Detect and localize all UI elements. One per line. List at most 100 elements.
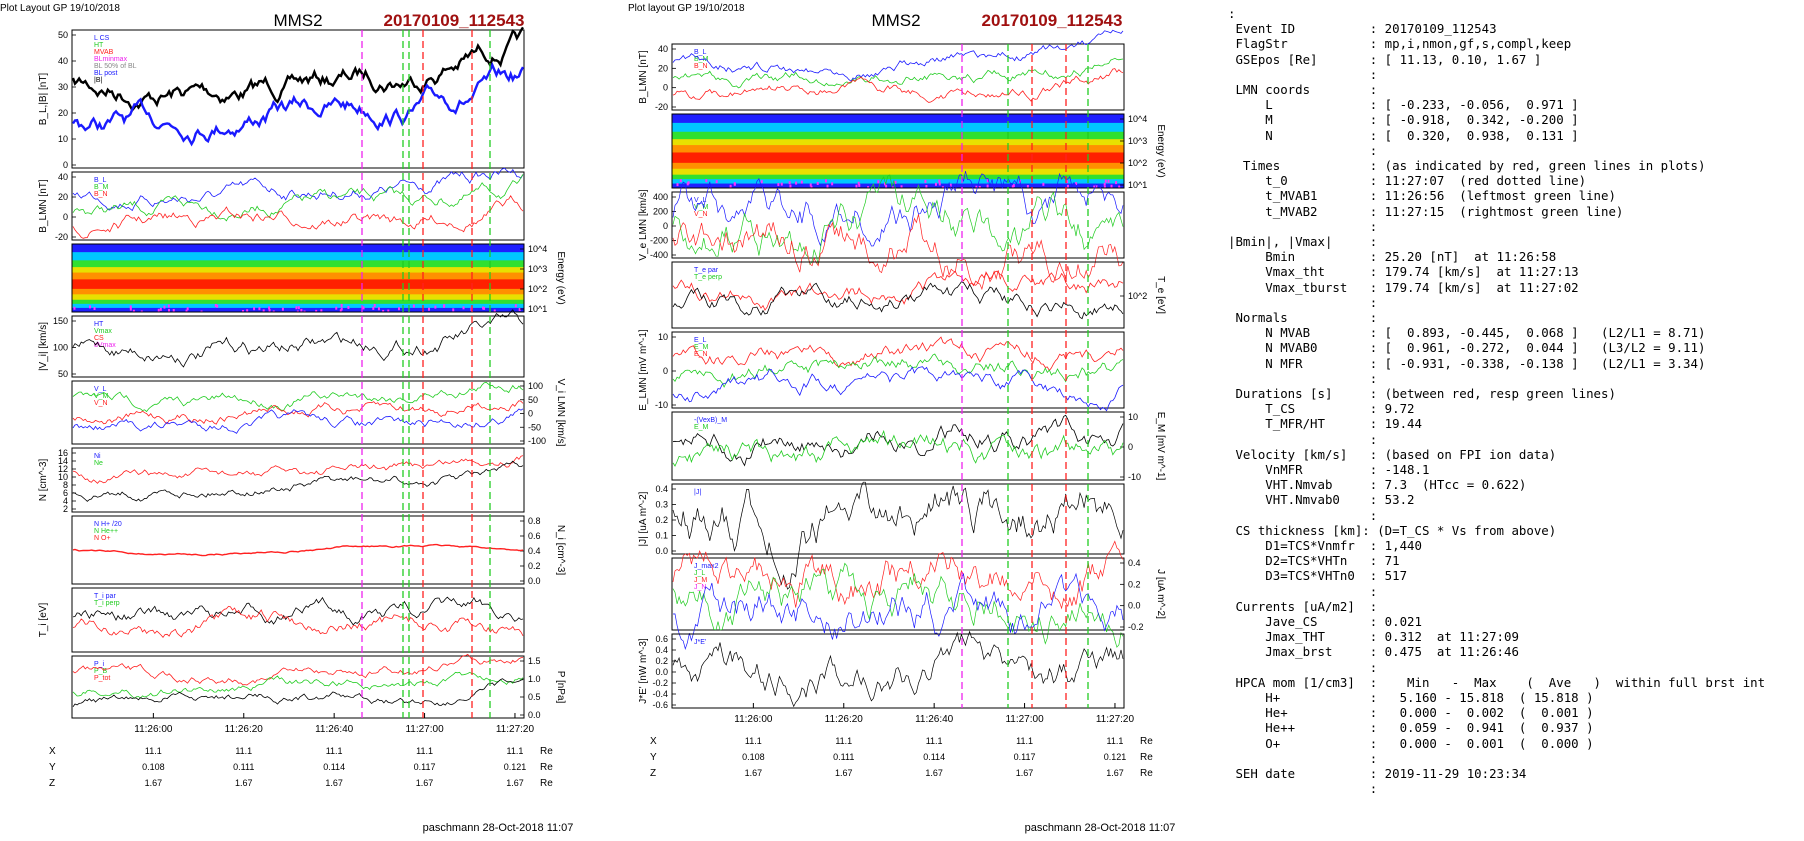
position-label: X [49,746,56,757]
data-trace [672,171,1124,247]
summary-line: D1=TCS*Vnmfr : 1,440 [1228,538,1422,553]
y-tick-label: 16 [58,448,68,458]
legend-entry: V_L [94,386,107,393]
spectrogram-speckle [434,305,437,309]
position-value: 11.1 [926,736,943,746]
spectrogram-speckle [941,186,944,188]
spectrogram-speckle [347,306,350,310]
legend-entry: Vmax [94,328,112,335]
data-trace [72,460,524,502]
y-tick-label: 0 [663,221,668,231]
data-trace [72,309,524,368]
summary-line: N : [ 0.320, 0.938, 0.131 ] [1228,127,1579,143]
spectrogram-speckle [514,304,517,308]
panel-frame [671,557,1125,631]
data-trace [672,29,1124,82]
data-trace [72,678,524,707]
spectrogram-speckle [172,308,175,312]
spectrogram-speckle [809,183,812,187]
y-tick-label: -10 [655,400,668,410]
spectrogram-speckle [163,305,166,309]
y-tick-label: 200 [653,207,668,217]
data-trace [72,61,525,147]
summary-line: Velocity [km/s] : (based on FPI ion data… [1228,446,1557,462]
event-label: 20170109_112543 [982,11,1123,30]
position-value: 1.67 [506,778,524,788]
spectrogram-speckle [1042,182,1045,186]
y-axis-label: |V_i| [km/s] [38,322,49,371]
spectrogram-speckle [132,309,135,312]
legend-entry: P_i [94,661,105,668]
data-trace [72,408,524,434]
spectrogram-speckle [246,309,249,312]
spectrogram-speckle [857,181,860,185]
spectrogram-speckle [978,185,981,188]
data-trace [672,214,1124,291]
position-value: 1.67 [325,778,343,788]
spectrogram-speckle [493,309,496,312]
spectrogram-speckle [826,184,829,188]
y-tick-label: 0.2 [528,561,541,571]
spectrogram-band [72,272,524,281]
spectrogram-speckle [88,305,91,309]
data-trace [672,68,1124,103]
legend-entry: |J| [694,489,701,496]
position-label: X [650,736,657,747]
y-axis-label: |J| [uA m^-2] [638,491,649,546]
summary-line: Vmax_tburst : 179.74 [km/s] at 11:27:02 [1228,279,1579,295]
spectrogram-band [672,145,1124,154]
legend-entry: N H+ /20 [94,521,122,528]
summary-line: : [1228,6,1236,21]
time-tick-label: 11:26:20 [825,714,864,725]
legend-entry: BLminmax [94,56,128,63]
y-tick-label: 10^2 [1128,291,1147,301]
spectrogram-speckle [824,179,827,183]
position-value: 1.67 [925,768,943,778]
position-value: 11.1 [745,736,762,746]
y-tick-label: 0 [663,366,668,376]
legend-entry: P_tot [94,675,110,682]
summary-line: VHT.Nmvab : 7.3 (HTcc = 0.622) [1228,477,1527,493]
y-tick-label: 10 [658,332,668,342]
summary-line: N MVAB0 : [ 0.961, -0.272, 0.044 ] (L3/L… [1228,340,1706,356]
panel-frame [671,191,1125,259]
spectrogram-speckle [729,184,732,188]
position-value: 11.1 [507,746,524,756]
y-tick-label: 0.0 [655,546,668,556]
y-tick-label: 50 [58,369,68,379]
summary-line: t_MVAB2 : 11:27:15 (rightmost green line… [1228,203,1624,219]
data-trace [72,596,524,626]
spectrogram-speckle [938,179,941,183]
summary-line: : [1228,218,1378,234]
summary-line: VnMFR : -148.1 [1228,462,1430,477]
panel-9: -0.6-0.4-0.20.00.20.40.6 J*E' [nW m^-3] J*… [638,630,1125,710]
legend-entry: BL 50% of BL [94,63,137,70]
spectrogram-band [72,252,524,262]
spectrogram-speckle [140,310,143,312]
panel-frame [71,243,525,313]
y-tick-label: 0 [63,212,68,222]
spectrogram-speckle [1012,184,1015,188]
panel-frame [71,315,525,378]
data-trace [672,336,1124,372]
spectrogram-speckle [167,304,170,308]
spectrogram-band [672,122,1124,133]
y-tick-label: 2 [63,504,68,514]
position-value: 1.67 [1106,768,1124,778]
data-trace [672,270,1124,311]
spectrogram-speckle [272,310,275,312]
y-tick-label: 1.5 [528,656,541,666]
y-axis-label: J [uA m^-2] [1155,569,1166,619]
panel-frame [671,261,1125,329]
spectrogram-speckle [159,307,162,311]
time-tick-label: 11:26:00 [734,714,773,725]
position-value: 11.1 [835,736,852,746]
legend-entry: MVAB [94,49,114,56]
spectrogram-speckle [397,307,400,311]
y-axis-label: T_i [eV] [38,603,49,638]
y-tick-label: 0.2 [655,656,668,666]
summary-line: : [1228,370,1378,386]
data-trace [672,572,1124,651]
